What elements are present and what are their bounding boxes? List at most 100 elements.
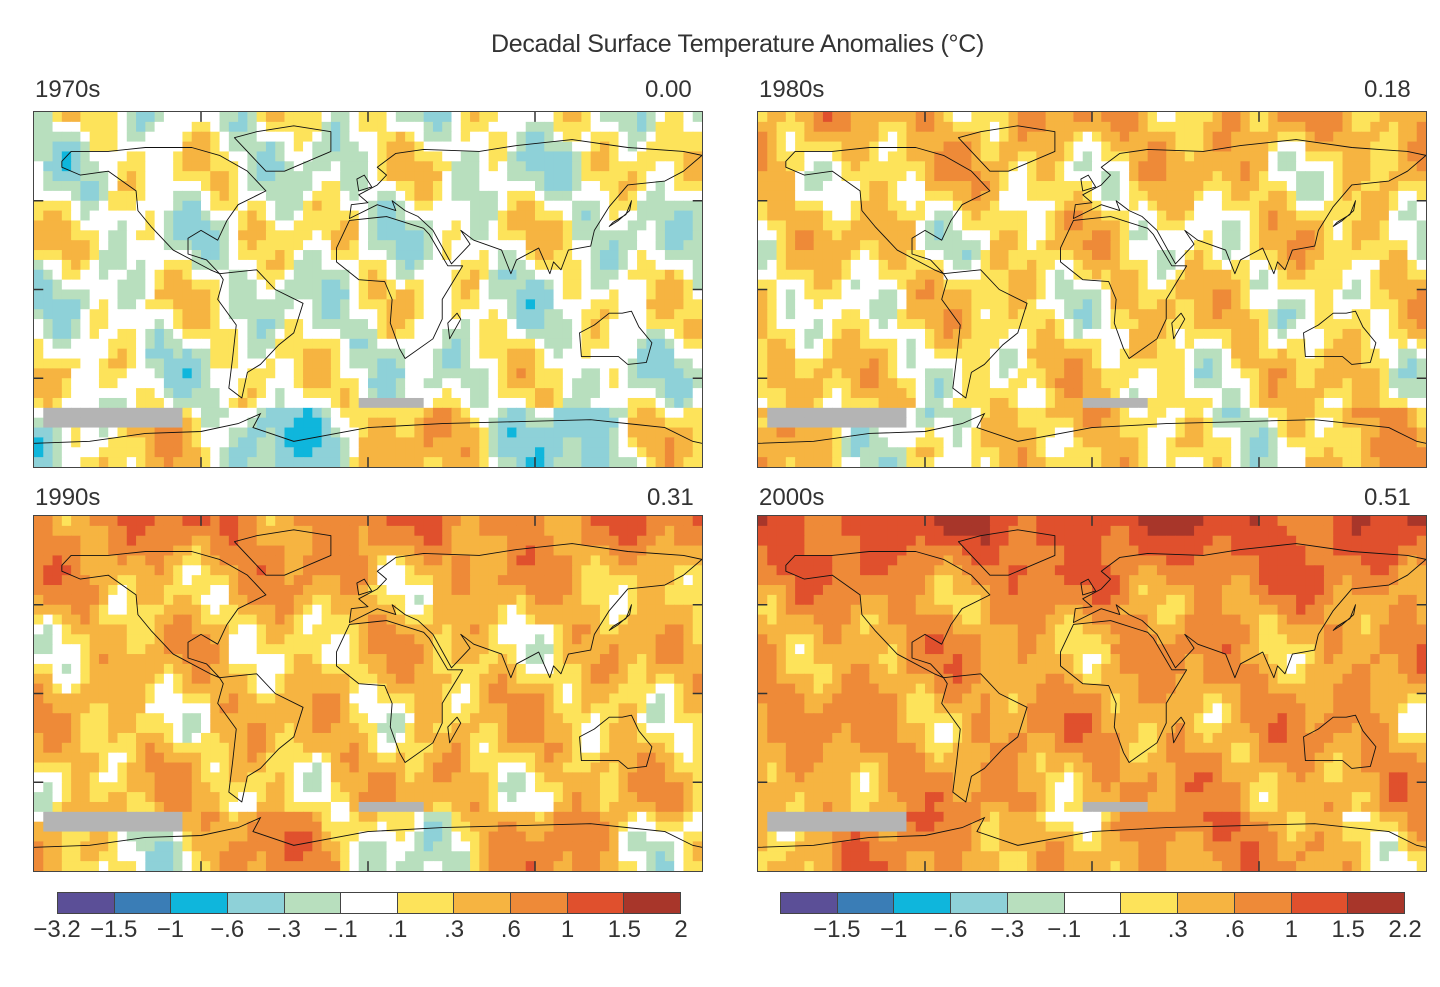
anomaly-cell <box>479 279 490 291</box>
anomaly-cell <box>562 200 573 212</box>
anomaly-cell <box>795 269 805 281</box>
anomaly-cell <box>1184 309 1195 320</box>
anomaly-cell <box>98 388 109 399</box>
anomaly-cell <box>1296 151 1306 162</box>
anomaly-cell <box>1268 338 1279 350</box>
anomaly-cell <box>860 181 870 192</box>
anomaly-cell <box>646 309 657 320</box>
anomaly-cell <box>191 388 202 399</box>
anomaly-cell <box>860 200 870 212</box>
anomaly-cell <box>692 328 702 340</box>
anomaly-cell <box>479 190 490 202</box>
anomaly-cell <box>934 269 945 281</box>
anomaly-cell <box>1361 358 1371 369</box>
anomaly-cell <box>1314 200 1325 212</box>
anomaly-cell <box>832 269 843 281</box>
anomaly-cell <box>386 319 397 330</box>
anomaly-cell <box>117 171 128 182</box>
anomaly-cell <box>999 417 1010 429</box>
anomaly-cell <box>1221 269 1232 281</box>
anomaly-cell <box>785 348 796 360</box>
anomaly-cell <box>1296 319 1306 330</box>
anomaly-cell <box>1054 427 1065 439</box>
anomaly-cell <box>377 190 388 202</box>
anomaly-cell <box>395 397 406 409</box>
anomaly-cell <box>627 220 638 231</box>
anomaly-cell <box>1416 348 1426 360</box>
anomaly-cell <box>813 309 824 320</box>
anomaly-cell <box>1064 121 1075 133</box>
anomaly-cell <box>832 328 843 340</box>
anomaly-cell <box>145 269 156 281</box>
anomaly-cell <box>312 457 323 467</box>
anomaly-cell <box>1064 240 1075 251</box>
anomaly-cell <box>451 131 462 143</box>
anomaly-cell <box>1342 338 1353 350</box>
anomaly-cell <box>674 161 685 172</box>
anomaly-cell <box>1008 299 1019 310</box>
anomaly-cell <box>1277 141 1288 153</box>
anomaly-cell <box>1156 368 1167 379</box>
anomaly-cell <box>516 407 527 419</box>
anomaly-cell <box>897 338 908 350</box>
anomaly-cell <box>386 378 397 389</box>
anomaly-cell <box>423 181 434 192</box>
anomaly-cell <box>832 407 843 419</box>
anomaly-cell <box>377 289 388 300</box>
anomaly-cell <box>98 447 109 458</box>
anomaly-cell <box>1119 319 1130 330</box>
anomaly-cell <box>1147 210 1158 222</box>
anomaly-cell <box>627 141 638 153</box>
anomaly-cell <box>488 151 499 162</box>
anomaly-cell <box>1342 328 1353 340</box>
anomaly-cell <box>451 457 462 467</box>
anomaly-cell <box>683 338 694 350</box>
anomaly-cell <box>228 319 239 330</box>
anomaly-cell <box>980 279 991 291</box>
anomaly-cell <box>1184 348 1195 360</box>
anomaly-cell <box>692 121 702 133</box>
anomaly-cell <box>767 161 778 172</box>
anomaly-cell <box>275 131 286 143</box>
anomaly-cell <box>182 427 193 439</box>
anomaly-cell <box>228 328 239 340</box>
anomaly-cell <box>758 269 768 281</box>
anomaly-cell <box>1416 220 1426 231</box>
anomaly-cell <box>1240 250 1251 261</box>
anomaly-cell <box>841 112 852 123</box>
anomaly-cell <box>692 358 702 369</box>
anomaly-cell <box>423 417 434 429</box>
anomaly-cell <box>553 368 564 379</box>
anomaly-cell <box>785 161 796 172</box>
anomaly-cell <box>562 328 573 340</box>
anomaly-cell <box>1054 358 1065 369</box>
anomaly-cell <box>1175 240 1186 251</box>
anomaly-cell <box>516 220 527 231</box>
anomaly-cell <box>841 181 852 192</box>
anomaly-cell <box>1156 131 1167 143</box>
anomaly-cell <box>655 368 666 379</box>
anomaly-cell <box>1259 319 1269 330</box>
anomaly-cell <box>1017 181 1028 192</box>
anomaly-cell <box>1119 299 1130 310</box>
anomaly-cell <box>1194 250 1204 261</box>
anomaly-cell <box>841 388 852 399</box>
anomaly-cell <box>590 171 601 182</box>
anomaly-cell <box>525 407 536 419</box>
anomaly-cell <box>497 289 508 300</box>
anomaly-cell <box>1286 141 1297 153</box>
anomaly-cell <box>1370 181 1381 192</box>
anomaly-cell <box>971 240 982 251</box>
anomaly-cell <box>822 112 833 123</box>
anomaly-cell <box>1101 121 1112 133</box>
anomaly-cell <box>1333 210 1344 222</box>
anomaly-cell <box>544 457 555 467</box>
anomaly-cell <box>154 200 165 212</box>
anomaly-cell <box>1379 181 1390 192</box>
anomaly-cell <box>201 121 211 133</box>
anomaly-cell <box>980 388 991 399</box>
anomaly-cell <box>1082 407 1093 419</box>
anomaly-cell <box>303 368 313 379</box>
anomaly-cell <box>952 319 963 330</box>
anomaly-cell <box>340 289 351 300</box>
